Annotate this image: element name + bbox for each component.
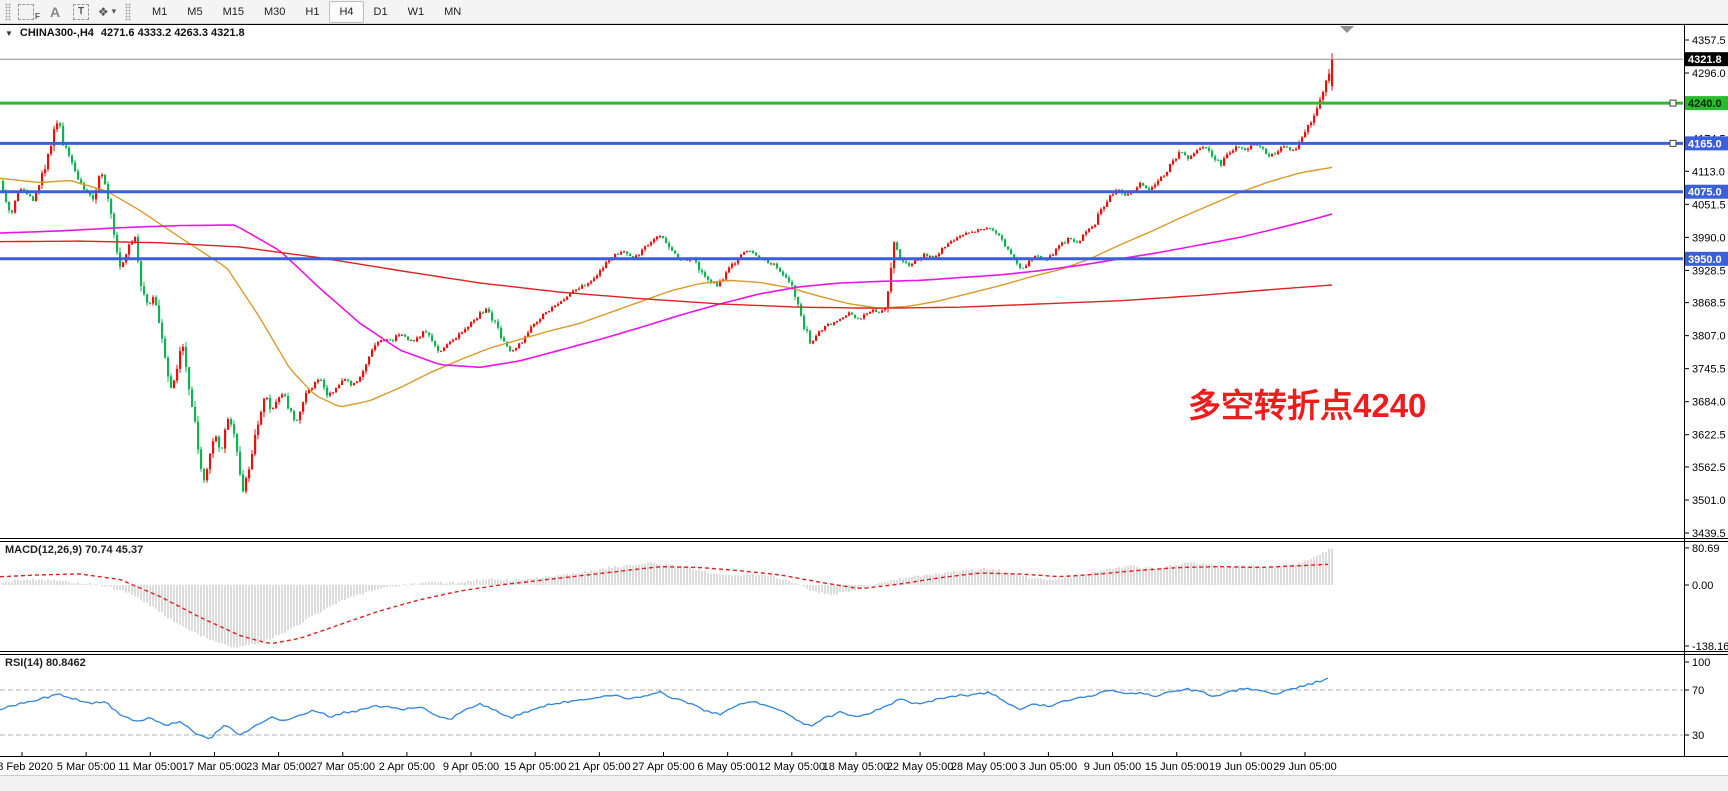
timeframe-toolbar-drag-handle[interactable] [125,2,131,21]
toolbar: F A T ❖ ▾ M1 M5 M15 M30 H1 H4 D1 W1 MN [0,0,1728,24]
status-strip [0,775,1728,791]
svg-text:3868.5: 3868.5 [1692,298,1726,310]
date-tick-label: 19 Jun 05:00 [1209,761,1273,773]
figure-grid-icon [18,3,35,20]
svg-text:3928.5: 3928.5 [1692,265,1726,277]
date-tick-label: 15 Jun 05:00 [1145,761,1209,773]
timeframe-button-MN[interactable]: MN [444,5,462,18]
date-tick-label: 29 Jun 05:00 [1273,761,1337,773]
rsi-pane [0,677,1683,740]
figure-f-label: F [35,11,40,21]
arrows-icon: ❖ [97,4,109,19]
svg-text:3439.5: 3439.5 [1692,528,1726,540]
svg-text:3501.0: 3501.0 [1692,495,1726,507]
date-tick-label: 9 Jun 05:00 [1084,761,1142,773]
hline-badge-3950 [1685,251,1728,266]
date-tick-label: 9 Apr 05:00 [443,761,499,773]
svg-text:70: 70 [1692,685,1704,697]
date-tick-label: 28 May 05:00 [951,761,1018,773]
arrows-dropdown-icon[interactable]: ▾ [111,6,117,16]
timeframe-button-H4[interactable]: H4 [329,0,364,23]
date-tick-label: 3 Jun 05:00 [1020,761,1078,773]
hline-badge-4240 [1685,96,1728,111]
timeframe-button-M1[interactable]: M1 [152,5,168,18]
timeframe-button-M30[interactable]: M30 [263,5,286,18]
horizontal-lines-layer [0,58,1683,261]
svg-text:3990.0: 3990.0 [1692,232,1726,244]
date-tick-label: 12 May 05:00 [758,761,825,773]
svg-text:3684.0: 3684.0 [1692,397,1726,409]
timeframe-button-M5[interactable]: M5 [187,5,203,18]
svg-text:-138.16: -138.16 [1692,641,1728,653]
date-tick-label: 15 Apr 05:00 [504,761,566,773]
font-tool-button[interactable]: A [42,2,68,22]
rsi-label: RSI(14) 80.8462 [5,657,86,669]
text-label-tool-button[interactable]: T [68,2,94,22]
macd-label: MACD(12,26,9) 70.74 45.37 [5,544,144,556]
svg-text:30: 30 [1692,730,1704,742]
toolbar-drag-handle[interactable] [5,2,11,21]
chart-canvas[interactable]: 4357.54296.04234.54174.54113.04051.53990… [0,24,1728,775]
timeframe-button-D1[interactable]: D1 [373,5,388,18]
svg-text:3950.0: 3950.0 [1688,254,1722,266]
symbol-title: CHINA300-,H4 [19,27,94,39]
hline-badge-4165 [1685,136,1728,151]
date-tick-label: 27 Mar 05:00 [310,761,375,773]
date-tick-label: 21 Apr 05:00 [568,761,630,773]
macd-pane [0,548,1333,648]
timeframe-button-W1[interactable]: W1 [407,5,425,18]
svg-text:3807.0: 3807.0 [1692,331,1726,343]
svg-text:100: 100 [1692,657,1710,669]
svg-text:80.69: 80.69 [1692,543,1720,555]
hline-badge-4075 [1685,184,1728,199]
date-tick-label: 23 Mar 05:00 [246,761,311,773]
svg-text:4357.5: 4357.5 [1692,35,1726,47]
date-tick-label: 5 Mar 05:00 [57,761,116,773]
axes-layer: 4357.54296.04234.54174.54113.04051.53990… [0,24,1728,773]
svg-text:0.00: 0.00 [1692,580,1713,592]
date-tick-label: 17 Mar 05:00 [182,761,247,773]
svg-text:4321.8: 4321.8 [1688,54,1722,66]
svg-text:4075.0: 4075.0 [1688,187,1722,199]
figures-tool-button[interactable]: F [16,2,42,22]
svg-text:3562.5: 3562.5 [1692,462,1726,474]
svg-text:4240.0: 4240.0 [1688,98,1722,110]
candles-layer [2,53,1334,494]
chart-dropdown-icon[interactable]: ▼ [5,28,13,38]
date-tick-label: 2 Apr 05:00 [379,761,435,773]
chart-shift-marker[interactable] [1340,26,1354,33]
timeframe-toolbar: M1 M5 M15 M30 H1 H4 D1 W1 MN [142,0,471,24]
timeframe-button-H1[interactable]: H1 [305,5,320,18]
svg-text:3622.5: 3622.5 [1692,430,1726,442]
trade-annotation: 多空转折点4240 [1188,387,1427,424]
last-price-badge [1685,52,1728,67]
timeframe-button-M15[interactable]: M15 [222,5,244,18]
font-a-icon: A [49,3,61,20]
date-tick-label: 22 May 05:00 [887,761,954,773]
date-tick-label: 6 May 05:00 [697,761,758,773]
price-pane [0,53,1334,494]
date-tick-label: 18 May 05:00 [823,761,890,773]
ohlc-values: 4271.6 4333.2 4263.3 4321.8 [100,27,245,39]
chart-header[interactable]: ▼ CHINA300-,H4 4271.6 4333.2 4263.3 4321… [5,27,245,39]
svg-text:4165.0: 4165.0 [1688,138,1722,150]
date-tick-label: 11 Mar 05:00 [118,761,182,773]
svg-text:4113.0: 4113.0 [1692,166,1725,178]
date-tick-label: 27 Apr 05:00 [632,761,694,773]
date-tick-label: 28 Feb 2020 [0,761,53,773]
svg-text:3745.5: 3745.5 [1692,364,1726,376]
svg-text:4296.0: 4296.0 [1692,68,1726,80]
arrows-tool-button[interactable]: ❖ ▾ [94,2,120,22]
text-label-icon: T [73,3,89,20]
svg-text:4051.5: 4051.5 [1692,199,1726,211]
